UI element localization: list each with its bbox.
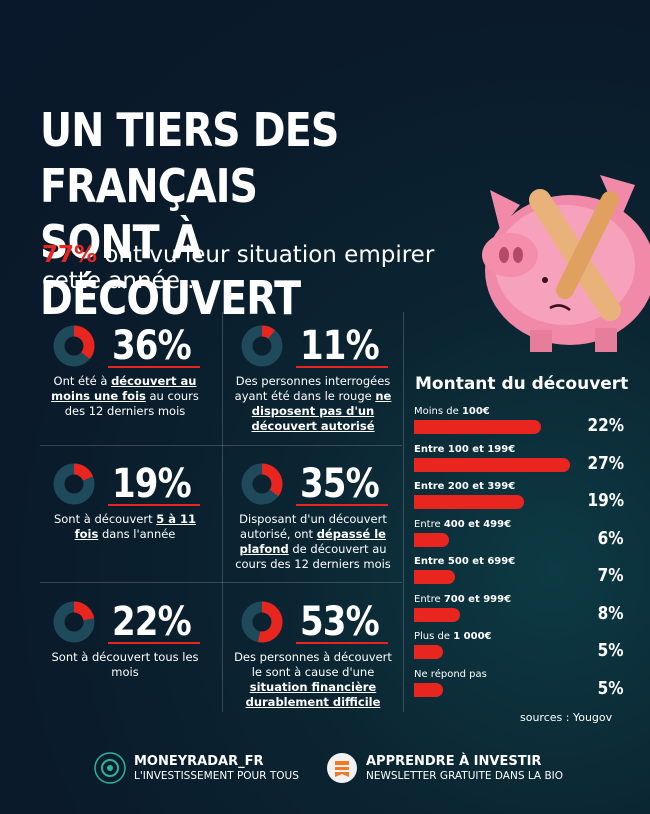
- subtitle-text: ont vu leur situation empirer cette anné…: [42, 242, 435, 294]
- divider: [40, 445, 402, 446]
- stat-cell: 22% Sont à découvert tous les mois: [40, 588, 215, 718]
- bar: [414, 532, 449, 547]
- radar-logo-icon: [94, 752, 126, 784]
- stat-description: Des personnes à découvert le sont à caus…: [234, 650, 392, 709]
- donut-slice: [53, 463, 95, 505]
- bar-row: Entre 100 et 199€ 27%: [414, 443, 624, 479]
- title-line-2: SONT À DÉCOUVERT: [40, 215, 301, 325]
- bar-row: Ne répond pas 5%: [414, 668, 624, 704]
- brand-name: MONEYRADAR_FR: [134, 754, 264, 769]
- bar-row: Entre 500 et 699€ 7%: [414, 555, 624, 591]
- bar-label: Plus de 1 000€: [414, 631, 492, 642]
- bar-row: Plus de 1 000€ 5%: [414, 630, 624, 666]
- newsletter-subtitle: NEWSLETTER GRATUITE DANS LA BIO: [366, 770, 564, 782]
- bar: [414, 570, 455, 584]
- stat-cell: 19% Sont à découvert 5 à 11 fois dans l'a…: [40, 450, 215, 580]
- donut-slice: [241, 601, 283, 643]
- piggy-bank-icon: [482, 175, 650, 352]
- stat-value: 36%: [112, 323, 192, 369]
- stat-description: Sont à découvert 5 à 11 fois dans l'anné…: [53, 512, 197, 541]
- bar-value-label: 5%: [598, 640, 624, 661]
- bar-row: Entre 200 et 399€ 19%: [414, 480, 624, 516]
- bar-value-label: 22%: [587, 415, 624, 436]
- newsletter-title: APPRENDRE À INVESTIR: [366, 754, 542, 769]
- stat-underline: [108, 642, 200, 644]
- stat-cell: 53% Des personnes à découvert le sont à c…: [228, 588, 403, 718]
- bar-row: Entre 700 et 999€ 8%: [414, 593, 624, 629]
- bar-label: Moins de 100€: [414, 406, 490, 417]
- divider: [40, 582, 402, 583]
- bar-label: Entre 100 et 199€: [414, 443, 516, 455]
- bar-value-label: 6%: [598, 527, 624, 549]
- stat-value: 35%: [300, 461, 380, 507]
- newsletter-icon: [327, 753, 357, 783]
- bar: [414, 682, 443, 697]
- divider: [403, 312, 404, 712]
- stat-value: 53%: [300, 599, 380, 645]
- subtitle-percentage: 77%: [42, 242, 98, 268]
- bar-value-label: 19%: [587, 490, 624, 511]
- stat-description: Disposant d'un découvert autorisé, ont d…: [235, 512, 391, 571]
- bar-row: Entre 400 et 499€ 6%: [414, 518, 624, 554]
- bar-value-label: 27%: [587, 452, 624, 474]
- bar-label: Entre 500 et 699€: [414, 556, 516, 567]
- sources-label: sources : Yougov: [520, 711, 613, 724]
- bar: [414, 607, 461, 622]
- stat-underline: [108, 366, 200, 368]
- divider: [222, 312, 223, 712]
- donut-chart: [241, 463, 283, 505]
- donut-chart: [53, 601, 95, 643]
- bar-label: Entre 700 et 999€: [414, 593, 512, 605]
- stat-description: Des personnes interrogées ayant été dans…: [234, 374, 392, 433]
- bar: [414, 645, 443, 659]
- bar-value-label: 8%: [598, 602, 624, 624]
- bar-label: Entre 200 et 399€: [414, 481, 516, 492]
- donut-slice: [241, 325, 283, 367]
- donut-slice: [53, 325, 95, 367]
- subtitle: 77% ont vu leur situation empirer cette …: [42, 242, 462, 294]
- stat-description: Ont été à découvert au moins une fois au…: [51, 374, 199, 418]
- bar: [414, 495, 524, 509]
- donut-chart: [53, 463, 95, 505]
- bar-value-label: 7%: [598, 565, 624, 586]
- stat-value: 22%: [112, 599, 192, 645]
- donut-slice: [53, 601, 95, 643]
- stat-underline: [296, 504, 388, 506]
- chart-title: Montant du découvert: [415, 374, 629, 394]
- bar-label: Ne répond pas: [414, 668, 487, 680]
- stat-value: 19%: [112, 461, 192, 507]
- page-title: UN TIERS DES FRANÇAIS SONT À DÉCOUVERT: [40, 102, 418, 326]
- bar-label: Entre 400 et 499€: [414, 518, 512, 530]
- stat-value: 11%: [300, 323, 380, 369]
- donut-chart: [241, 601, 283, 643]
- donut-chart: [241, 325, 283, 367]
- stat-cell: 36% Ont été à découvert au moins une fois…: [40, 312, 215, 442]
- stat-underline: [108, 504, 200, 506]
- title-line-1: UN TIERS DES FRANÇAIS: [40, 103, 339, 213]
- stat-underline: [296, 642, 388, 644]
- stat-cell: 35% Disposant d'un découvert autorisé, on…: [228, 450, 403, 580]
- donut-slice: [241, 463, 283, 505]
- brand-tagline: L'INVESTISSEMENT POUR TOUS: [134, 770, 299, 782]
- donut-chart: [53, 325, 95, 367]
- stat-underline: [296, 366, 388, 368]
- bar: [414, 457, 571, 472]
- stat-cell: 11% Des personnes interrogées ayant été d…: [228, 312, 403, 442]
- bar-row: Moins de 100€ 22%: [414, 405, 624, 441]
- bar: [414, 420, 542, 434]
- stat-description: Sont à découvert tous les mois: [51, 650, 199, 679]
- bar-value-label: 5%: [598, 677, 624, 699]
